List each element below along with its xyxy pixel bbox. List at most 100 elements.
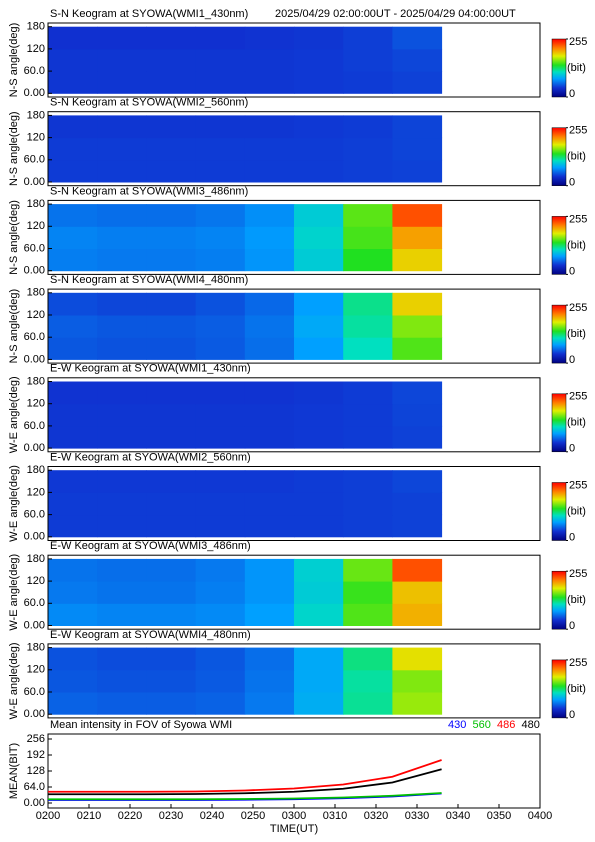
heatmap-cell <box>97 204 147 227</box>
heatmap-cell <box>48 603 98 626</box>
heatmap-cell <box>244 603 295 626</box>
y-tick-label: 60.0 <box>24 597 45 609</box>
heatmap-cell <box>195 137 246 161</box>
series-line <box>48 759 442 793</box>
heatmap-cell <box>97 159 147 183</box>
colorbar-tick-label: 0 <box>569 88 575 100</box>
y-tick-label: 60.0 <box>24 242 45 254</box>
heatmap-cell <box>343 26 393 50</box>
colorbar-tick-label: 0 <box>569 265 575 277</box>
heatmap-cell <box>195 337 246 360</box>
colorbar-label: (bit) <box>567 417 586 429</box>
heatmap-cell <box>48 137 98 161</box>
y-tick-label: 120 <box>27 398 45 410</box>
heatmap-cell <box>392 425 443 449</box>
heatmap-cell <box>343 403 393 427</box>
y-axis-label: W-E angle(deg) <box>8 554 20 631</box>
heatmap-cell <box>392 558 443 582</box>
x-tick-label: 0230 <box>159 810 183 822</box>
heatmap-cell <box>392 692 443 715</box>
colorbar <box>551 127 567 186</box>
y-axis-label: N-S angle(deg) <box>8 23 20 98</box>
y-tick-label: 128 <box>27 765 45 777</box>
x-tick-label: 0220 <box>118 810 142 822</box>
heatmap-cell <box>195 669 246 693</box>
y-tick-label: 180 <box>27 109 45 121</box>
heatmap-cell <box>244 71 295 94</box>
colorbar-tick-label: 255 <box>569 657 587 669</box>
y-tick-label: 60.0 <box>24 331 45 343</box>
heatmap-cell <box>97 470 147 493</box>
heatmap-cell <box>294 403 344 427</box>
heatmap-cell <box>195 26 246 50</box>
heatmap-cell <box>294 492 344 516</box>
y-axis-label: N-S angle(deg) <box>8 111 20 186</box>
heatmap-cell <box>97 248 147 272</box>
colorbar-label: (bit) <box>567 594 586 606</box>
heatmap-cell <box>97 669 147 693</box>
colorbar-label: (bit) <box>567 683 586 695</box>
heatmap-cell <box>294 315 344 338</box>
x-tick-label: 0400 <box>528 810 552 822</box>
heatmap-cell <box>294 48 344 72</box>
heatmap-cell <box>97 514 147 538</box>
heatmap-cell <box>244 425 295 449</box>
heatmap-cell <box>244 226 295 249</box>
heatmap-cell <box>97 403 147 427</box>
y-tick-label: 180 <box>27 375 45 387</box>
y-tick-label: 0.00 <box>24 353 45 365</box>
heatmap-cell <box>294 647 344 671</box>
plot-frame <box>47 199 541 275</box>
heatmap-cell <box>392 470 443 493</box>
heatmap-cell <box>97 71 147 94</box>
heatmap-cell <box>195 647 246 671</box>
heatmap-cell <box>343 226 393 249</box>
colorbar-tick-label: 255 <box>569 213 587 225</box>
colorbar-label: (bit) <box>567 505 586 517</box>
y-tick-label: 0.00 <box>24 176 45 188</box>
heatmap-cell <box>97 337 147 360</box>
heatmap-cell <box>343 292 393 316</box>
colorbar-tick-label: 0 <box>569 443 575 455</box>
heatmap-cell <box>244 403 295 427</box>
heatmap-cell <box>392 204 443 227</box>
heatmap-cell <box>97 381 147 405</box>
heatmap-cell <box>146 603 197 626</box>
heatmap-cell <box>294 603 344 626</box>
heatmap-cell <box>392 248 443 272</box>
y-tick-label: 180 <box>27 553 45 565</box>
heatmap-cell <box>343 558 393 582</box>
heatmap-cell <box>146 470 197 493</box>
heatmap-cell <box>146 115 197 139</box>
y-tick-label: 60.0 <box>24 420 45 432</box>
heatmap-cell <box>48 514 98 538</box>
heatmap-cell <box>392 514 443 538</box>
heatmap-cell <box>97 425 147 449</box>
heatmap-cell <box>195 381 246 405</box>
heatmap-cell <box>294 581 344 604</box>
heatmap-cell <box>97 115 147 139</box>
legend-entry: 480 <box>522 719 540 731</box>
heatmap-cell <box>97 226 147 249</box>
plot-frame <box>47 22 541 98</box>
heatmap-cell <box>195 514 246 538</box>
heatmap-cell <box>146 381 197 405</box>
y-tick-label: 60.0 <box>24 154 45 166</box>
heatmap-cell <box>146 514 197 538</box>
heatmap-cell <box>244 137 295 161</box>
y-tick-label: 0.00 <box>24 442 45 454</box>
heatmap-cell <box>294 159 344 183</box>
heatmap-cell <box>97 692 147 715</box>
y-tick-label: 0.00 <box>24 797 45 809</box>
heatmap-cell <box>392 669 443 693</box>
heatmap-cell <box>244 292 295 316</box>
y-tick-label: 180 <box>27 198 45 210</box>
x-tick-label: 0300 <box>282 810 306 822</box>
heatmap-cell <box>392 337 443 360</box>
heatmap-cell <box>244 558 295 582</box>
heatmap-cell <box>48 292 98 316</box>
heatmap-cell <box>48 48 98 72</box>
heatmap-cell <box>392 647 443 671</box>
heatmap-cell <box>294 425 344 449</box>
